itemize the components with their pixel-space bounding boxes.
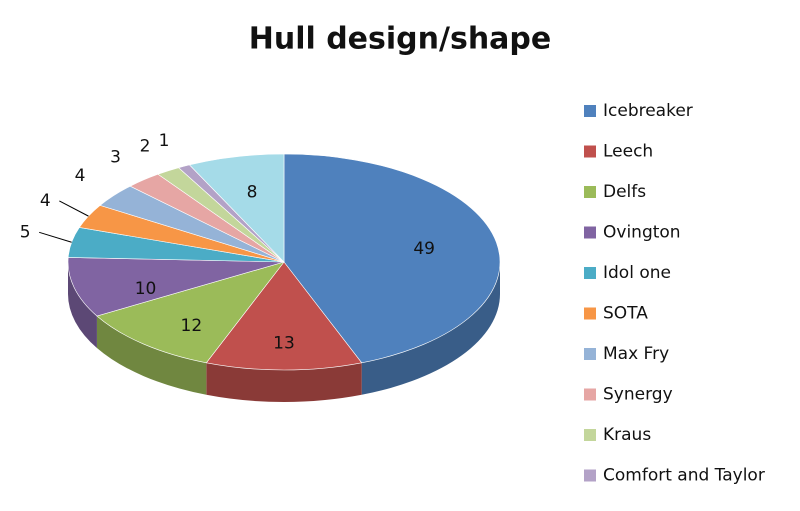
legend-label: Delfs	[603, 182, 646, 202]
data-label: 12	[181, 316, 203, 336]
data-label: 1	[159, 131, 170, 151]
data-label: 4	[75, 166, 86, 186]
legend-swatch	[584, 348, 596, 360]
slice	[205, 261, 363, 371]
legend-swatch	[584, 267, 596, 279]
legend-swatch	[584, 307, 596, 320]
data-label: 3	[110, 148, 121, 168]
data-label: 8	[247, 183, 258, 203]
data-label: 49	[413, 239, 435, 259]
legend-label: Idol one	[603, 263, 671, 283]
legend-swatch	[584, 186, 596, 198]
slice	[96, 261, 285, 364]
leader-line	[39, 231, 72, 243]
legend-label: Ovington	[603, 223, 681, 243]
legend-swatch	[584, 469, 596, 482]
slice	[283, 153, 501, 364]
chart-title: Hull design/shape	[249, 22, 552, 57]
leader-line	[59, 200, 89, 217]
legend-label: Leech	[603, 142, 653, 162]
legend-swatch	[584, 388, 596, 401]
data-label: 13	[273, 333, 295, 353]
data-label: 5	[20, 222, 31, 242]
legend-swatch	[584, 226, 596, 239]
legend-label: Kraus	[603, 425, 651, 445]
legend-swatch	[584, 105, 596, 117]
legend-label: Max Fry	[603, 344, 669, 364]
data-label: 2	[140, 137, 151, 157]
legend-swatch	[584, 145, 596, 158]
slice	[188, 153, 285, 263]
legend-label: Icebreaker	[603, 101, 693, 121]
data-label: 4	[40, 191, 51, 211]
slice-side	[361, 262, 500, 395]
legend-label: Comfort and Taylor	[603, 466, 765, 486]
legend-label: Synergy	[603, 385, 673, 405]
slice	[67, 257, 285, 317]
slice-side	[206, 362, 362, 402]
slice-side	[96, 316, 207, 395]
data-label: 10	[135, 279, 157, 299]
legend-label: SOTA	[603, 304, 648, 324]
legend-swatch	[584, 429, 596, 441]
slice-side	[68, 262, 97, 348]
